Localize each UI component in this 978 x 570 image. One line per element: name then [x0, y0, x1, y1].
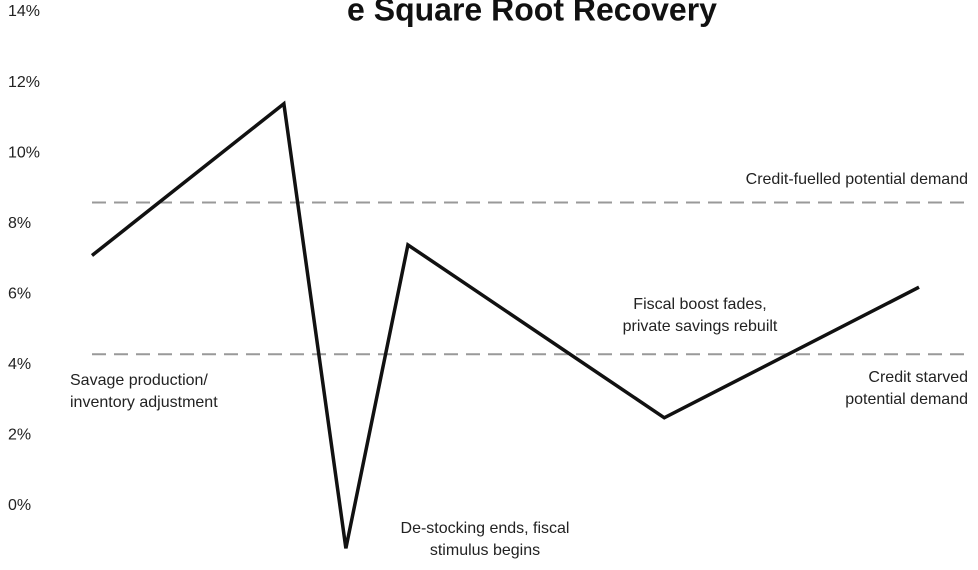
annotation: Credit starved: [868, 369, 968, 386]
annotation: potential demand: [845, 391, 968, 408]
data-line: [90, 100, 920, 549]
annotation: Credit-fuelled potential demand: [746, 171, 968, 188]
y-tick-label: 14%: [8, 3, 40, 20]
y-tick-label: 10%: [8, 144, 40, 161]
y-tick-label: 2%: [8, 427, 31, 444]
y-tick-label: 8%: [8, 215, 31, 232]
annotation: private savings rebuilt: [623, 318, 778, 335]
annotation: Savage production/: [70, 372, 208, 389]
annotation: stimulus begins: [430, 542, 540, 559]
chart-title: e Square Root Recovery: [347, 0, 717, 27]
y-tick-label: 4%: [8, 356, 31, 373]
annotation: Fiscal boost fades,: [633, 296, 766, 313]
annotation: inventory adjustment: [70, 394, 218, 411]
annotation: De-stocking ends, fiscal: [401, 520, 570, 537]
y-tick-label: 0%: [8, 497, 31, 514]
y-tick-label: 12%: [8, 74, 40, 91]
y-tick-label: 6%: [8, 285, 31, 302]
